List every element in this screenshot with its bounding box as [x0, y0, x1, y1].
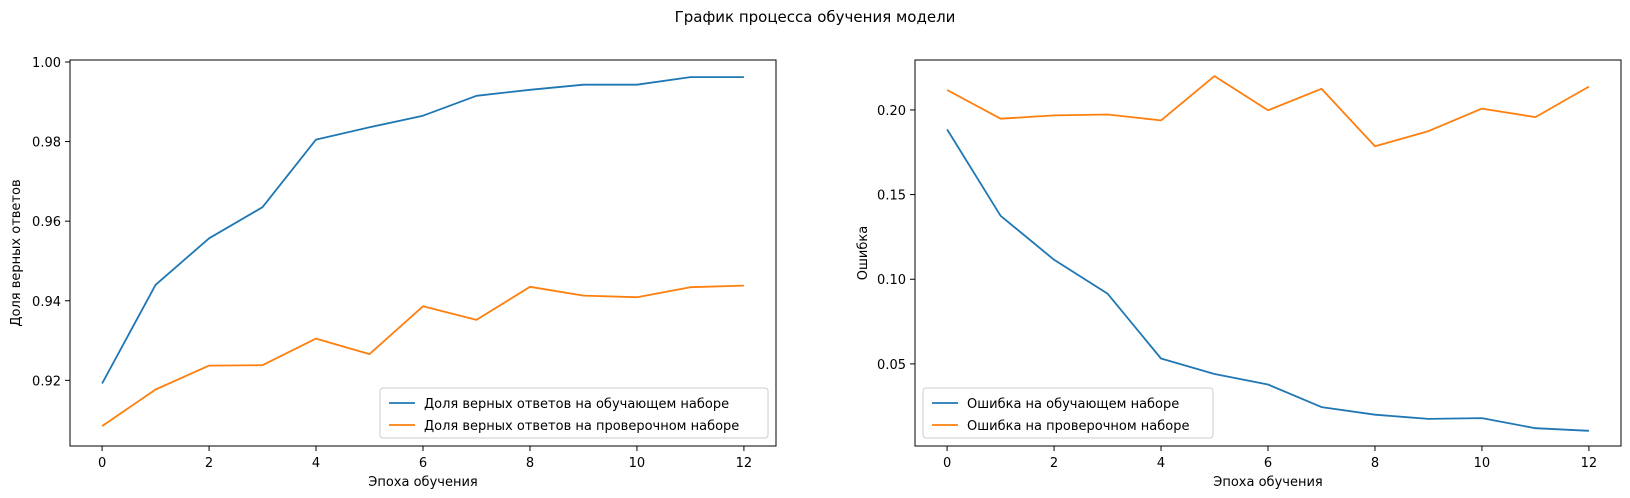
series-line [946, 75, 1590, 148]
y-axis-label: Ошибка [856, 226, 871, 280]
x-tick-label: 8 [1371, 456, 1379, 471]
figure-title: График процесса обучения модели [675, 8, 956, 26]
legend-entry: Доля верных ответов на обучающем наборе [424, 397, 729, 412]
y-tick-label: 0.05 [877, 358, 906, 373]
y-tick-label: 0.98 [32, 136, 61, 151]
x-tick-label: 4 [312, 456, 320, 471]
legend-frame [922, 387, 1214, 439]
legend-entry: Ошибка на обучающем наборе [967, 397, 1179, 412]
x-tick-label: 10 [1474, 456, 1491, 471]
x-tick-label: 6 [419, 456, 427, 471]
y-tick-label: 0.94 [32, 295, 61, 310]
x-axis-label: Эпоха обучения [1213, 475, 1322, 490]
legend: Ошибка на обучающем наборе Ошибка на пров… [922, 387, 1214, 439]
y-tick-label: 0.92 [32, 374, 61, 389]
y-axis-label: Доля верных ответов [9, 179, 24, 326]
x-tick-label: 10 [629, 456, 646, 471]
x-axis-label: Эпоха обучения [368, 475, 477, 490]
x-tick-label: 4 [1157, 456, 1165, 471]
y-tick-label: 1.00 [32, 56, 61, 71]
legend: Доля верных ответов на обучающем наборе Д… [379, 387, 769, 439]
x-tick-label: 12 [736, 456, 753, 471]
x-tick-label: 0 [943, 456, 951, 471]
x-tick-label: 2 [205, 456, 213, 471]
legend-frame [379, 387, 769, 439]
series-line [101, 284, 744, 427]
y-tick-label: 0.15 [877, 189, 906, 204]
x-tick-label: 8 [526, 456, 534, 471]
chart-loss: 0 2 4 6 8 10 12 0.05 0.10 0.15 0.20 Эпоха обучения О… [856, 59, 1622, 490]
y-tick-label: 0.96 [32, 215, 61, 230]
chart-accuracy: 0 2 4 6 8 10 12 0.92 0.94 0.96 0.98 1.00 Эпоха обуче… [9, 56, 777, 490]
legend-entry: Доля верных ответов на проверочном набор… [424, 419, 739, 434]
plot-frame [914, 59, 1622, 447]
x-tick-label: 0 [98, 456, 106, 471]
x-tick-label: 6 [1264, 456, 1272, 471]
y-tick-label: 0.20 [877, 104, 906, 119]
series-line [101, 76, 744, 384]
x-tick-label: 2 [1050, 456, 1058, 471]
series-line [946, 128, 1589, 432]
legend-entry: Ошибка на проверочном наборе [967, 419, 1189, 434]
plot-frame [69, 59, 777, 447]
y-tick-label: 0.10 [877, 273, 906, 288]
x-tick-label: 12 [1581, 456, 1598, 471]
